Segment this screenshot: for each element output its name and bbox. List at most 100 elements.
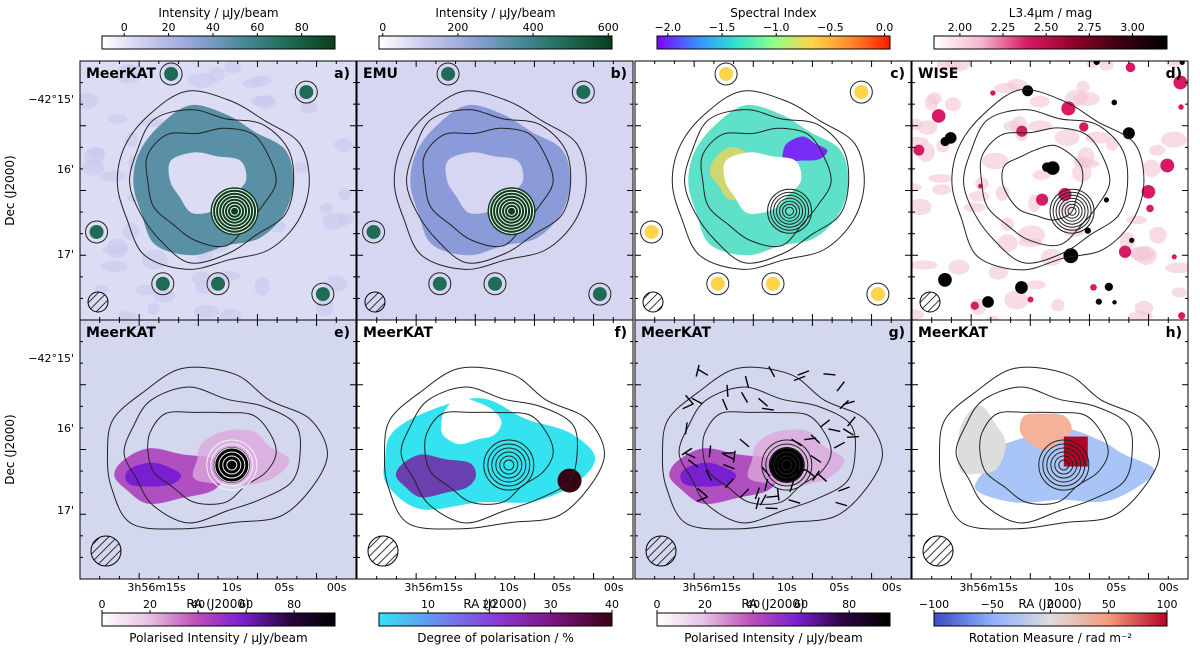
contour bbox=[400, 386, 578, 524]
compact-source bbox=[432, 276, 447, 291]
infrared-source bbox=[1129, 237, 1135, 243]
compact-source bbox=[488, 276, 502, 291]
infrared-source bbox=[1173, 75, 1188, 90]
infrared-source bbox=[1016, 125, 1028, 137]
polarisation-vector bbox=[768, 366, 776, 378]
x-tick-label: 10s bbox=[499, 581, 519, 594]
noise-blob bbox=[254, 277, 271, 296]
survey-label: MeerKAT bbox=[86, 66, 156, 82]
noise-blob bbox=[968, 190, 990, 202]
source-contour bbox=[215, 191, 255, 231]
source-contour bbox=[1067, 206, 1077, 216]
x-tick-label: 00s bbox=[1159, 581, 1179, 594]
noise-blob bbox=[101, 260, 128, 273]
noise-blob bbox=[924, 95, 939, 111]
infrared-source bbox=[990, 90, 996, 96]
colorbar-label: Intensity / µJy/beam bbox=[435, 6, 555, 20]
colorbar-tick-label: 2.25 bbox=[991, 21, 1016, 34]
source-contour bbox=[765, 443, 809, 487]
infrared-source bbox=[1178, 312, 1186, 320]
panels: MeerKAT a) EMU b) c) WISE d) MeerKAT e) MeerKAT f)… bbox=[79, 60, 1189, 580]
x-axis-label: RA (J2000) bbox=[1018, 597, 1081, 611]
colorbar-tick-label: 40 bbox=[191, 598, 205, 611]
ring-hole bbox=[723, 152, 802, 214]
colorbar-tick-label: 2.50 bbox=[1034, 21, 1059, 34]
noise-blob bbox=[1165, 61, 1183, 68]
polarisation-vector bbox=[755, 497, 760, 510]
contour bbox=[483, 272, 507, 296]
noise-blob bbox=[300, 100, 318, 114]
infrared-source bbox=[1178, 104, 1184, 110]
y-tick-label: −42°15' bbox=[28, 352, 74, 365]
x-axis-label: RA (J2000) bbox=[463, 597, 526, 611]
noise-blob bbox=[1004, 290, 1029, 310]
compact-source bbox=[211, 276, 225, 291]
colorbar-label: L3.4µm / mag bbox=[1009, 6, 1092, 20]
colorbar-tick-label: 400 bbox=[523, 21, 544, 34]
colorbar-g: 0 20 40 60 80 Polarised Intensity / µJy/beam bbox=[654, 598, 891, 645]
infrared-source bbox=[913, 144, 925, 156]
y-tick-label: 16' bbox=[57, 163, 74, 176]
panel-a: MeerKAT a) bbox=[79, 60, 357, 321]
panel-b: EMU b) bbox=[356, 60, 634, 321]
colorbar-ramp bbox=[101, 35, 336, 50]
colorbar-label: Rotation Measure / rad m⁻² bbox=[969, 631, 1132, 645]
polarisation-vector bbox=[764, 478, 769, 491]
polarisation-vector bbox=[726, 384, 729, 397]
infrared-source bbox=[1146, 204, 1154, 213]
noise-blob bbox=[1134, 301, 1154, 316]
polarisation-vector bbox=[804, 437, 817, 441]
x-tick-label: 10s bbox=[777, 581, 797, 594]
colorbar-tick-label: 2.75 bbox=[1077, 21, 1102, 34]
contour bbox=[151, 272, 175, 296]
polarisation-vector bbox=[810, 455, 822, 463]
compact-source bbox=[366, 224, 381, 239]
polarisation-vector bbox=[791, 438, 802, 447]
polarisation-vector bbox=[806, 469, 817, 479]
noise-blob bbox=[125, 132, 138, 148]
source-contour bbox=[767, 188, 813, 234]
infrared-source bbox=[1103, 197, 1110, 203]
polarisation-vector bbox=[797, 370, 810, 376]
polarisation-vector bbox=[833, 441, 846, 449]
noise-blob bbox=[1160, 131, 1188, 148]
beam-ellipse bbox=[919, 291, 941, 313]
source-contour bbox=[1046, 447, 1082, 483]
x-tick-label: 00s bbox=[882, 581, 902, 594]
contour bbox=[951, 88, 1145, 271]
polarisation-vector bbox=[744, 375, 750, 388]
infrared-source bbox=[1058, 187, 1072, 202]
y-tick-label: −42°15' bbox=[28, 93, 74, 106]
noise-blob bbox=[995, 185, 1010, 201]
polarisation-vector bbox=[839, 399, 850, 410]
compact-source bbox=[592, 287, 607, 302]
panel-g: MeerKAT g) bbox=[634, 319, 912, 580]
polarisation-vector bbox=[682, 403, 694, 410]
colorbar-c: −2.0 −1.5 −1.0 −0.5 0.0 Spectral Index bbox=[654, 6, 893, 50]
infrared-source bbox=[1036, 193, 1049, 206]
noise-blob bbox=[932, 184, 951, 195]
polarisation-vector bbox=[724, 478, 734, 489]
source-contour bbox=[212, 188, 258, 234]
y-tick-label: 17' bbox=[57, 248, 74, 261]
noise-blob bbox=[1032, 170, 1051, 181]
contour bbox=[938, 366, 1161, 530]
colorbar-tick-label: 30 bbox=[544, 598, 558, 611]
source-contour bbox=[501, 200, 523, 222]
noise-blob bbox=[147, 302, 160, 315]
contour bbox=[684, 109, 850, 264]
noise-blob bbox=[1003, 120, 1020, 131]
source-contour bbox=[492, 191, 532, 231]
noise-blob bbox=[994, 83, 1018, 94]
survey-label: MeerKAT bbox=[86, 325, 156, 341]
source-contour bbox=[1038, 439, 1090, 491]
noise-blob bbox=[315, 296, 334, 317]
colorbar-tick-label: 20 bbox=[143, 598, 157, 611]
source-contour bbox=[224, 200, 246, 222]
x-tick-label: 3h56m15s bbox=[682, 581, 741, 594]
noise-blob bbox=[219, 308, 242, 320]
noise-blob bbox=[334, 138, 354, 153]
noise-blob bbox=[117, 310, 137, 320]
colorbar-tick-label: 40 bbox=[746, 598, 760, 611]
y-axis-label: Dec (J2000) bbox=[3, 414, 17, 484]
